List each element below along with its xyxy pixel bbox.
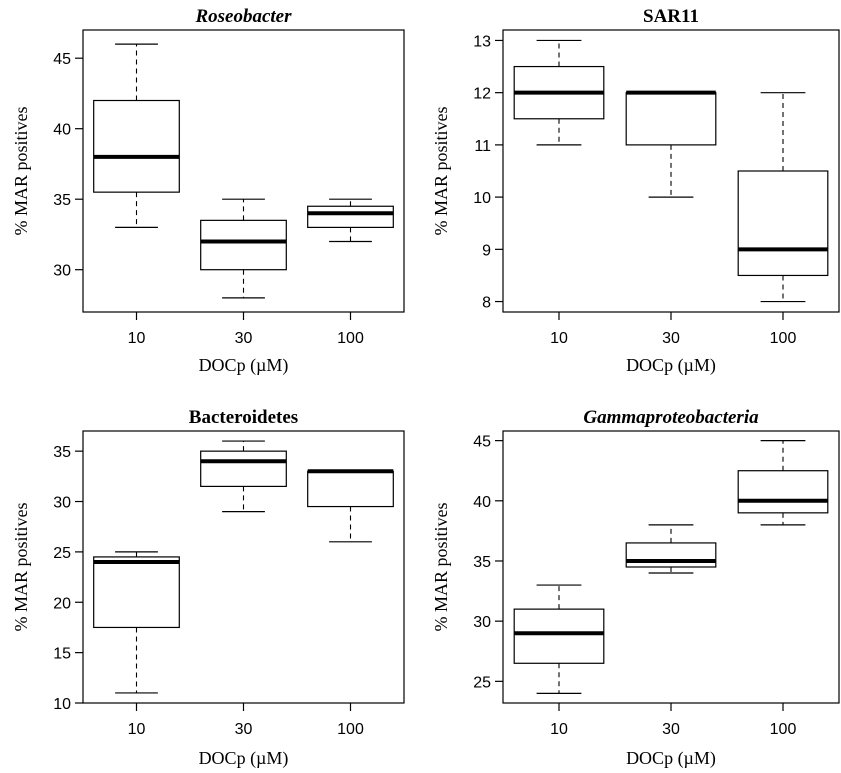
chart-title: SAR11 xyxy=(643,6,699,27)
x-tick-label: 10 xyxy=(550,721,568,738)
y-tick-label: 20 xyxy=(53,595,71,612)
y-tick-label: 15 xyxy=(53,646,71,663)
iqr-box xyxy=(625,542,717,568)
box-100 xyxy=(307,198,394,243)
chart-title: Bacteroidetes xyxy=(189,407,298,428)
x-tick-label: 10 xyxy=(128,330,146,347)
x-tick-label: 100 xyxy=(337,330,364,347)
y-tick-label: 10 xyxy=(53,696,71,713)
y-tick-label: 9 xyxy=(482,242,491,259)
iqr-box xyxy=(93,556,180,629)
x-tick-label: 30 xyxy=(662,330,680,347)
iqr-box xyxy=(200,219,287,271)
y-tick-label: 35 xyxy=(53,444,71,461)
iqr-box xyxy=(307,470,394,508)
x-tick-label: 10 xyxy=(550,330,568,347)
x-tick-label: 30 xyxy=(235,721,253,738)
y-tick-label: 11 xyxy=(474,138,491,155)
panel-4: Gammaproteobacteria 25 30 35 40 45 % MAR posit… xyxy=(431,407,840,769)
y-tick-label: 13 xyxy=(473,33,491,50)
y-axis-label: % MAR positives xyxy=(11,106,31,235)
y-tick-label: 25 xyxy=(53,545,71,562)
x-axis-label: DOCp (µM) xyxy=(199,355,289,376)
iqr-box xyxy=(737,470,829,514)
x-tick-label: 30 xyxy=(235,330,253,347)
chart-title: Gammaproteobacteria xyxy=(583,407,759,428)
y-tick-label: 30 xyxy=(473,614,491,631)
y-axis-label: % MAR positives xyxy=(431,502,451,631)
box-30 xyxy=(625,90,717,198)
y-tick-label: 8 xyxy=(482,295,491,312)
iqr-box xyxy=(625,92,717,146)
y-axis-label: % MAR positives xyxy=(431,106,451,235)
y-tick-label: 30 xyxy=(53,495,71,512)
box-100 xyxy=(737,92,829,303)
x-axis-label: DOCp (µM) xyxy=(626,355,716,376)
x-axis-label: DOCp (µM) xyxy=(626,748,716,769)
x-tick-label: 10 xyxy=(128,721,146,738)
iqr-box xyxy=(307,205,394,228)
y-tick-label: 45 xyxy=(53,51,71,68)
box-100 xyxy=(307,469,394,543)
iqr-box xyxy=(737,170,829,277)
panel-3: Bacteroidetes 10 15 20 25 30 35 % MAR positives… xyxy=(11,407,405,769)
y-axis-label: % MAR positives xyxy=(11,502,31,631)
iqr-box xyxy=(93,99,180,193)
box-10 xyxy=(93,551,180,694)
iqr-box xyxy=(513,608,605,664)
y-tick-label: 40 xyxy=(53,122,71,139)
x-tick-label: 30 xyxy=(662,721,680,738)
y-tick-label: 25 xyxy=(473,674,491,691)
chart-title: Roseobacter xyxy=(194,6,292,27)
x-tick-label: 100 xyxy=(770,330,797,347)
box-30 xyxy=(200,198,287,299)
panel-1: Roseobacter 30 35 40 45 % MAR positives 10 30 10… xyxy=(11,6,405,376)
y-tick-label: 40 xyxy=(473,494,491,511)
box-30 xyxy=(200,440,287,513)
box-30 xyxy=(625,524,717,574)
x-axis-label: DOCp (µM) xyxy=(199,748,289,769)
x-tick-label: 100 xyxy=(770,721,797,738)
box-10 xyxy=(513,584,605,694)
y-tick-label: 10 xyxy=(473,190,491,207)
y-tick-label: 35 xyxy=(53,192,71,209)
box-100 xyxy=(737,440,829,526)
box-10 xyxy=(513,39,605,146)
y-tick-label: 30 xyxy=(53,263,71,280)
y-tick-label: 45 xyxy=(473,434,491,451)
x-tick-label: 100 xyxy=(337,721,364,738)
iqr-box xyxy=(200,450,287,488)
box-10 xyxy=(93,43,180,228)
y-tick-label: 12 xyxy=(473,86,491,103)
y-tick-label: 35 xyxy=(473,554,491,571)
panel-2: SAR11 8 9 10 11 12 13 % MAR positives 10 30 100 DOC… xyxy=(431,6,840,376)
